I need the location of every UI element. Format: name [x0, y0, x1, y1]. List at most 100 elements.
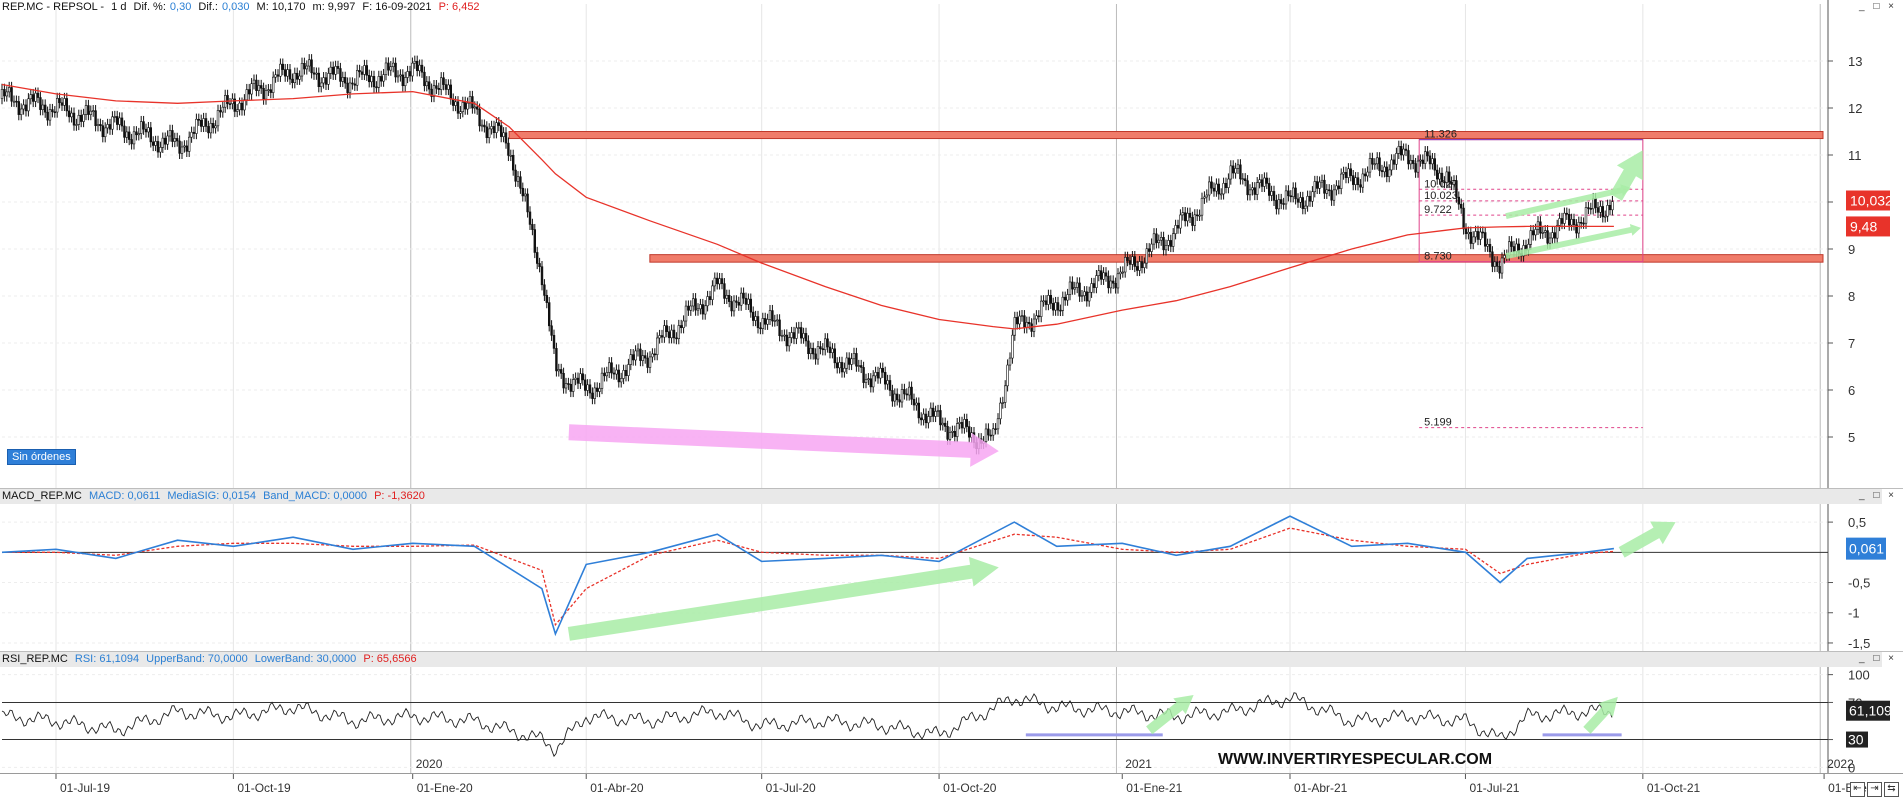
candle-body: [1476, 231, 1480, 240]
nav-start-button[interactable]: ⇤: [1850, 782, 1865, 797]
candle-body: [1510, 241, 1513, 247]
candle-body: [192, 131, 196, 134]
candle-body: [1534, 229, 1537, 236]
candle-body: [1066, 294, 1069, 301]
candle-body: [118, 117, 121, 125]
green-channel-upper: [1505, 184, 1632, 219]
candle-body: [595, 387, 599, 392]
date-axis-labels: 01-Jul-19 01-Oct-19 01-Ene-20 01-Abr-20 01-J…: [55, 774, 1871, 795]
candle-body: [651, 353, 654, 358]
y-tick-label: 5: [1848, 430, 1855, 445]
macd-value: MACD: 0,0611: [88, 490, 161, 502]
candle-body: [492, 126, 496, 133]
macd-window-controls[interactable]: _ □ ×: [1859, 490, 1897, 501]
macd-chart[interactable]: 0,5 -0,5 -1 -1,5 0,061: [0, 489, 1903, 652]
candle-body: [233, 98, 236, 112]
candle-body: [161, 137, 164, 148]
candle-body: [579, 373, 582, 384]
price-chart[interactable]: 567891011121311.32610.02710.0239.7228.73…: [0, 0, 1903, 488]
macd-green-arrow: [567, 556, 999, 641]
fib-label: 8.730: [1424, 251, 1452, 263]
candle-body: [339, 68, 342, 82]
candle-body: [22, 104, 25, 110]
candle-body: [797, 327, 801, 329]
candle-body: [1455, 180, 1458, 198]
y-tick-label: 100: [1848, 668, 1870, 683]
candle-body: [814, 353, 817, 360]
candle-body: [607, 362, 611, 373]
candle-body: [946, 426, 949, 440]
candle-body: [533, 229, 537, 253]
candle-body: [783, 334, 786, 337]
candle-body: [149, 127, 152, 143]
candle-body: [391, 62, 395, 67]
candle-body: [987, 428, 990, 436]
candle-body: [281, 63, 284, 70]
candle-body: [852, 353, 856, 360]
candle-body: [713, 277, 717, 287]
candle-body: [262, 87, 265, 100]
candle-body: [48, 109, 52, 121]
candle-body: [125, 131, 129, 138]
candle-body: [1445, 171, 1449, 183]
candle-body: [703, 305, 707, 315]
rsi-window-controls[interactable]: _ □ ×: [1859, 653, 1897, 664]
candle-body: [94, 110, 97, 127]
candle-body: [787, 337, 791, 347]
candle-body: [108, 124, 112, 130]
candle-body: [271, 76, 275, 93]
candle-body: [89, 110, 93, 115]
candle-body: [1575, 224, 1578, 234]
candle-body: [559, 369, 563, 374]
fib-label: 10.023: [1424, 190, 1458, 202]
nav-end-button[interactable]: ⇥: [1867, 782, 1882, 797]
candle-body: [1256, 182, 1259, 195]
candle-body: [953, 430, 957, 437]
candle-body: [355, 70, 359, 86]
candle-body: [667, 331, 671, 339]
candle-body: [874, 372, 877, 377]
candle-body: [1251, 187, 1254, 191]
price-zone: [649, 254, 1824, 263]
candle-body: [816, 346, 820, 360]
candle-body: [677, 325, 681, 339]
candle-body: [994, 428, 997, 431]
candle-body: [1246, 180, 1249, 196]
rsi-chart[interactable]: 0307010061,10930202020212022WWW.INVERTIR…: [0, 652, 1903, 774]
candle-body: [1606, 205, 1609, 217]
rsi-green-arrow-2: [1583, 696, 1618, 734]
candle-body: [850, 358, 853, 365]
candle-body: [1131, 256, 1134, 265]
candle-body: [1352, 175, 1355, 185]
candle-body: [555, 348, 558, 372]
candle-body: [665, 325, 669, 333]
candle-body: [43, 104, 47, 113]
candle-body: [583, 379, 587, 391]
candle-body: [835, 362, 839, 369]
candle-body: [1464, 228, 1468, 235]
candle-body: [226, 95, 229, 104]
candle-body: [1328, 189, 1331, 192]
candle-body: [1212, 187, 1216, 192]
candle-body: [682, 320, 685, 329]
candle-body: [507, 142, 510, 156]
candle-body: [1577, 221, 1581, 234]
candle-body: [31, 94, 35, 102]
candle-body: [1368, 158, 1372, 173]
y-tick-label: 0: [1848, 760, 1855, 774]
candle-body: [1188, 212, 1192, 218]
candle-body: [96, 124, 100, 127]
candle-body: [1196, 214, 1199, 217]
candle-body: [497, 122, 500, 126]
candle-body: [538, 263, 541, 267]
candle-body: [60, 102, 64, 106]
candle-body: [1361, 173, 1365, 188]
nav-fit-button[interactable]: ⇆: [1884, 782, 1899, 797]
sin-ordenes-badge[interactable]: Sin órdenes: [7, 449, 76, 465]
candle-body: [1150, 243, 1153, 252]
window-controls[interactable]: _ □ ×: [1859, 1, 1897, 12]
candle-body: [310, 59, 313, 74]
candle-body: [286, 69, 289, 77]
candle-body: [871, 375, 875, 388]
candle-body: [1184, 212, 1187, 222]
